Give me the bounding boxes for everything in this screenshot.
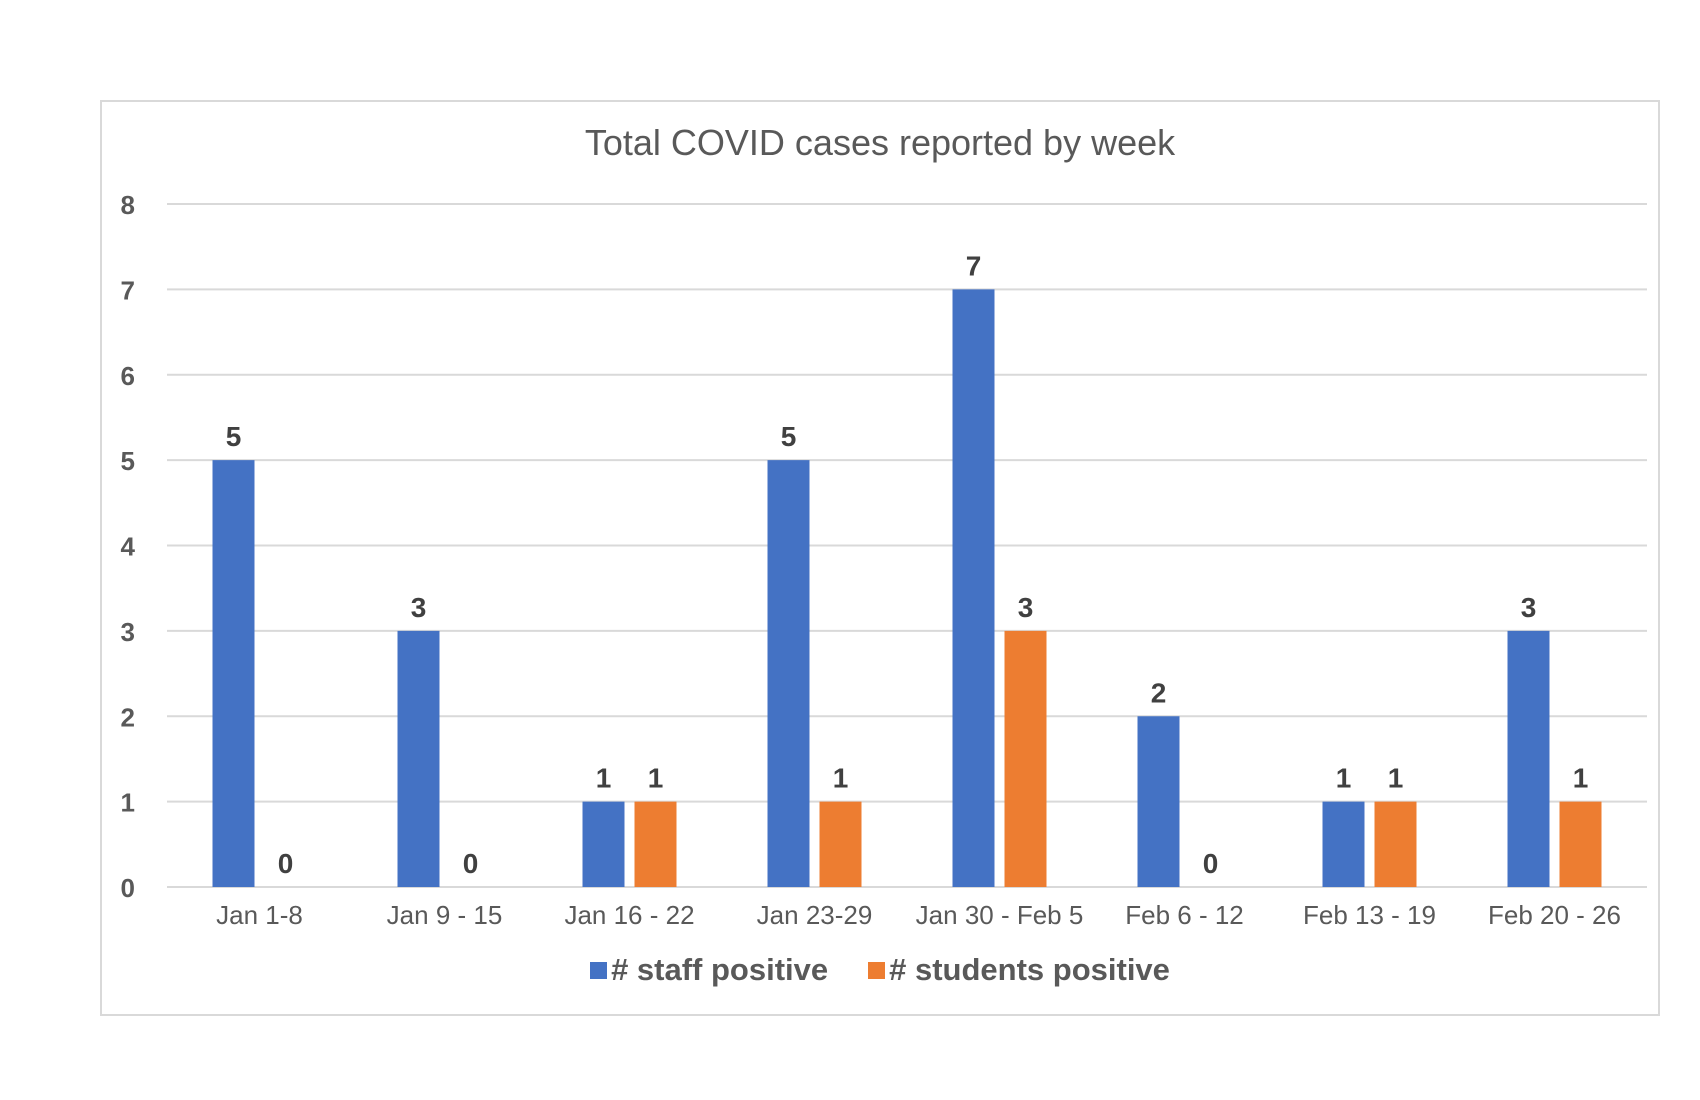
data-label: 1 (833, 763, 849, 794)
y-tick-label: 1 (121, 788, 135, 818)
y-tick-label: 7 (121, 275, 135, 305)
bar-staff (1137, 716, 1180, 887)
data-label: 1 (1336, 763, 1352, 794)
data-label: 3 (1521, 592, 1537, 623)
data-label: 3 (1018, 592, 1034, 623)
legend-swatch-staff (590, 961, 608, 979)
x-tick-label: Feb 6 - 12 (1125, 900, 1244, 930)
x-tick-label: Jan 23-29 (757, 900, 873, 930)
chart-frame: Total COVID cases reported by week 0 1 2 3 4… (100, 100, 1660, 1016)
x-tick-label: Jan 9 - 15 (387, 900, 503, 930)
data-label: 1 (596, 763, 612, 794)
x-tick-label: Jan 16 - 22 (564, 900, 694, 930)
y-tick-label: 2 (121, 702, 135, 732)
x-tick-label: Feb 13 - 19 (1303, 900, 1436, 930)
legend-label-students: # students positive (889, 952, 1170, 987)
y-tick-label: 3 (121, 617, 135, 647)
x-tick-label: Jan 30 - Feb 5 (916, 900, 1084, 930)
bar-staff (212, 460, 255, 887)
y-tick-label: 4 (121, 532, 136, 562)
y-tick-label: 6 (121, 361, 135, 391)
legend-swatch-students (868, 961, 886, 979)
data-label: 1 (1388, 763, 1404, 794)
x-tick-label: Feb 20 - 26 (1488, 900, 1621, 930)
bar-staff (1507, 630, 1550, 887)
bar-students (634, 801, 677, 887)
bar-students (1559, 801, 1602, 887)
chart-legend: # staff positive # students positive (102, 952, 1658, 988)
data-label: 5 (226, 421, 242, 452)
x-tick-label: Jan 1-8 (216, 900, 303, 930)
data-label: 7 (966, 250, 982, 281)
legend-item-staff: # staff positive (590, 952, 828, 988)
data-label: 3 (411, 592, 427, 623)
bar-staff (952, 289, 995, 887)
bar-students (1374, 801, 1417, 887)
y-tick-label: 0 (121, 873, 135, 903)
data-label: 0 (1203, 848, 1219, 879)
data-label: 1 (648, 763, 664, 794)
chart-title: Total COVID cases reported by week (584, 122, 1176, 163)
bar-students (1004, 630, 1047, 887)
data-label: 1 (1573, 763, 1589, 794)
bar-staff (582, 801, 625, 887)
data-label: 5 (781, 421, 797, 452)
data-label: 2 (1151, 677, 1167, 708)
chart-plot-area: 0 1 2 3 4 5 6 7 8 5 0 Jan 1-8 3 0 Jan 9 - 15 1 1 Jan 16 -… (121, 190, 1647, 930)
legend-item-students: # students positive (868, 952, 1170, 988)
bar-staff (397, 630, 440, 887)
y-tick-label: 8 (121, 190, 135, 220)
y-tick-label: 5 (121, 446, 135, 476)
data-label: 0 (463, 848, 479, 879)
bar-students (819, 801, 862, 887)
data-label: 0 (278, 848, 294, 879)
bar-staff (1322, 801, 1365, 887)
legend-label-staff: # staff positive (611, 952, 829, 987)
bar-staff (767, 460, 810, 887)
